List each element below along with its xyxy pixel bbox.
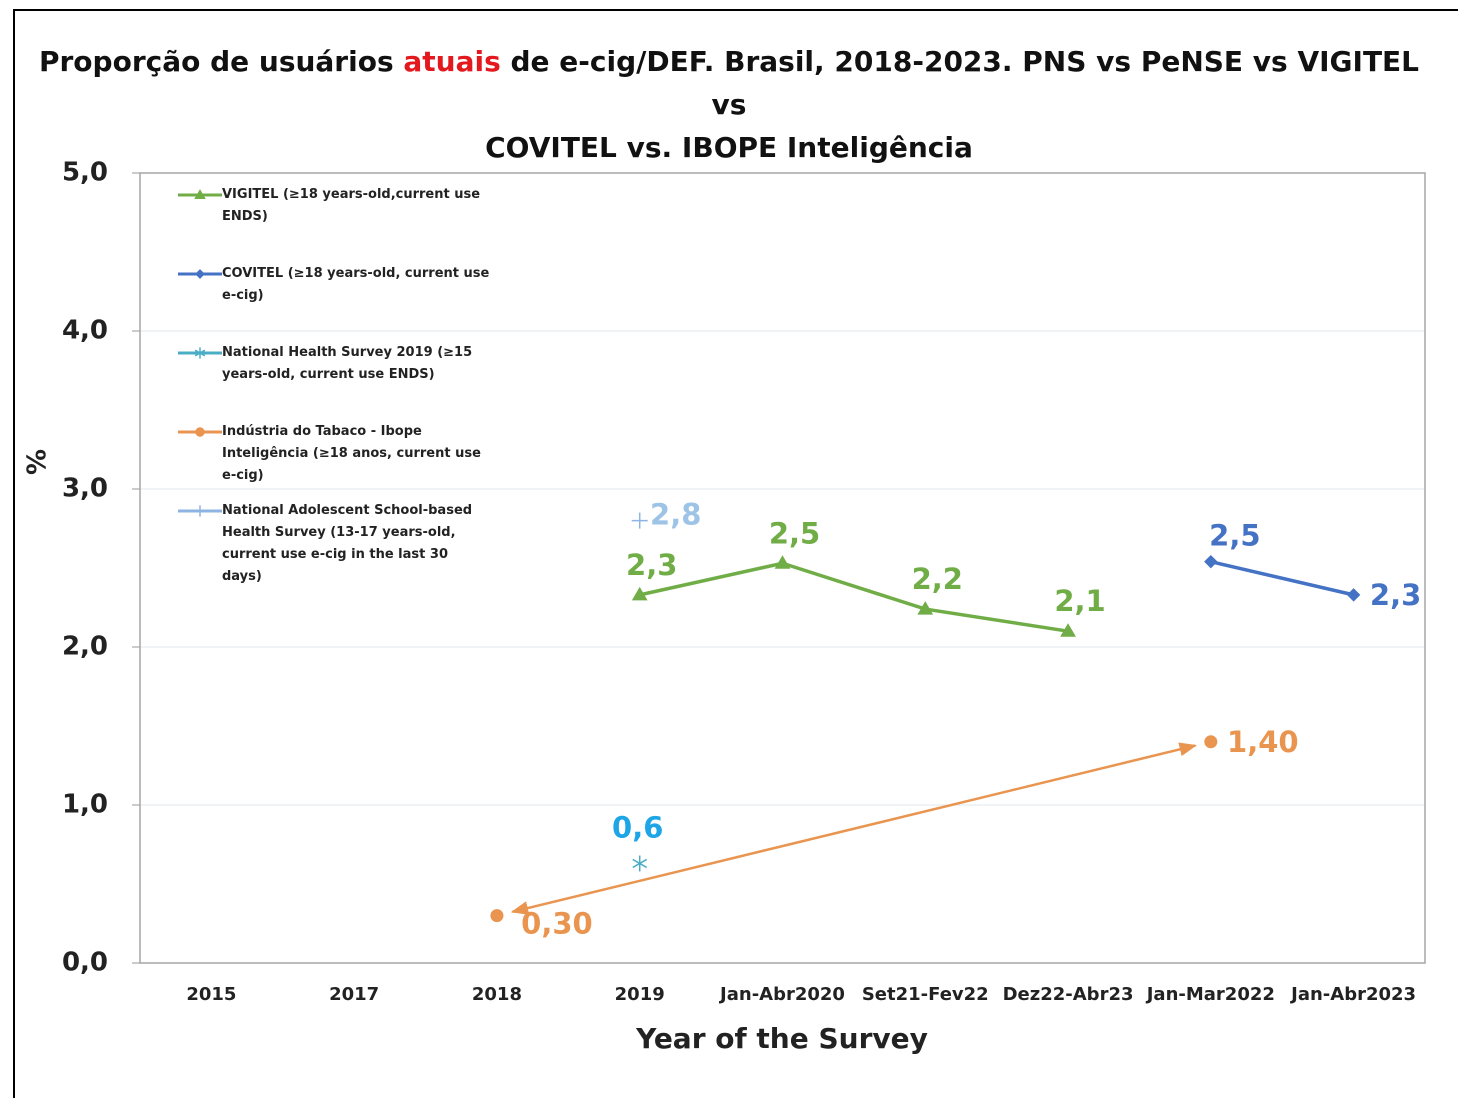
x-tick-label: 2018 [472,984,522,1005]
data-label: 2,2 [912,562,963,596]
frame [13,9,1458,1098]
legend-entry: Indústria do Tabaco - Ibope Inteligência… [178,421,498,500]
data-label: 2,1 [1054,584,1105,618]
legend-label: VIGITEL (≥18 years-old,current use ENDS) [222,187,481,224]
data-label: 0,6 [612,810,663,844]
legend-entry: National Adolescent School-based Health … [178,500,498,584]
marker [1060,623,1076,637]
marker [194,189,206,199]
data-label: 0,30 [521,907,593,941]
data-label: 1,40 [1227,725,1299,759]
x-tick-label: Jan-Abr2020 [718,984,845,1005]
y-tick-label: 2,0 [62,632,108,662]
y-tick-label: 4,0 [62,316,108,346]
plot-area [139,172,1426,964]
legend-swatch [178,189,222,199]
title-part: Proporção de usuários [38,45,404,78]
marker [1204,735,1218,749]
marker [631,512,648,529]
data-label: 2,3 [1370,578,1421,612]
series-line [639,561,1069,633]
y-tick-label: 5,0 [62,158,108,188]
x-tick-label: Jan-Abr2023 [1289,984,1416,1005]
x-tick-label: Dez22-Abr23 [1003,984,1134,1005]
series-line [510,742,1197,915]
marker [632,855,648,872]
legend-swatch [178,427,222,437]
legend-swatch [178,505,222,517]
legend-entry: National Health Survey 2019 (≥15 years-o… [178,342,498,421]
y-tick-label: 3,0 [62,474,108,504]
marker [195,269,205,279]
marker [1346,588,1361,602]
x-tick-label: Set21-Fev22 [862,984,989,1005]
x-tick-label: 2017 [329,984,379,1005]
marker [195,427,205,437]
marker [917,601,934,615]
x-axis-label: Year of the Survey [635,1022,928,1055]
marker [774,555,791,569]
data-label: 2,5 [1209,519,1260,553]
y-tick-label: 0,0 [62,948,108,978]
marker [631,586,648,601]
x-tick-label: 2015 [186,984,236,1005]
legend-label: Indústria do Tabaco - Ibope Inteligência… [222,424,481,483]
y-tick-label: 1,0 [62,790,108,820]
marker [490,909,504,923]
series-line [1210,559,1355,597]
x-tick-label: Jan-Mar2022 [1145,984,1275,1005]
marker [194,347,206,359]
marker [1204,554,1218,569]
legend-label: National Adolescent School-based Health … [222,503,473,584]
legend-entry: VIGITEL (≥18 years-old,current use ENDS) [178,184,498,263]
y-axis-label: % [23,449,53,475]
x-tick-label: 2019 [615,984,665,1005]
title-highlight: atuais [403,45,501,78]
data-label: 2,8 [650,498,701,532]
title-part: de e-cig/DEF. Brasil, 2018-2023. PNS vs … [500,45,1420,121]
legend: VIGITEL (≥18 years-old,current use ENDS)… [178,184,498,584]
marker [194,505,206,517]
legend-label: COVITEL (≥18 years-old, current use e-ci… [222,266,490,303]
data-label: 2,5 [769,516,820,550]
legend-entry: COVITEL (≥18 years-old, current use e-ci… [178,263,498,342]
title-part: COVITEL vs. IBOPE Inteligência [485,131,973,164]
legend-swatch [178,347,222,359]
chart-title: Proporção de usuários atuais de e-cig/DE… [20,40,1438,169]
legend-swatch [178,269,222,279]
data-label: 2,3 [626,548,677,582]
legend-label: National Health Survey 2019 (≥15 years-o… [222,345,473,382]
